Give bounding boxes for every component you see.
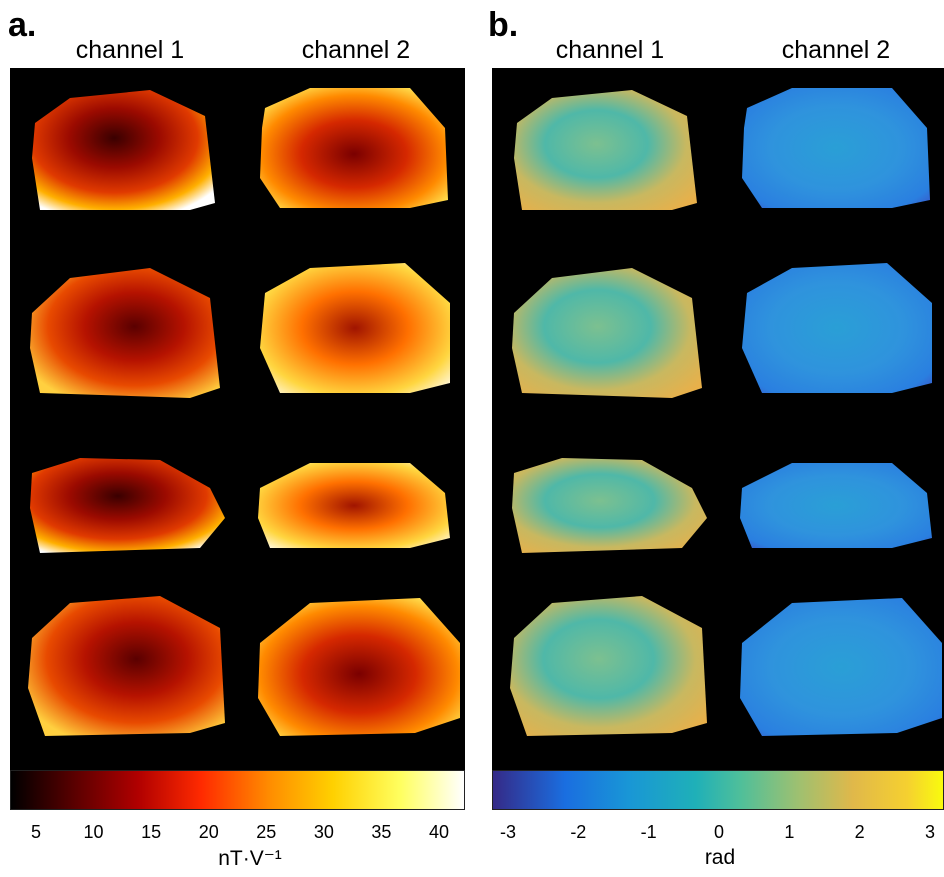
map-b-r1-c2 [742,88,930,208]
map-b-r4-c2 [740,598,942,736]
map-a-r4-c1 [28,596,225,736]
colorbar-b-tick: -3 [499,822,516,842]
colorbar-b-tick: 1 [784,822,795,842]
colorbar-a-tick: 30 [313,822,334,842]
panel-a-channel-1-title: channel 1 [75,36,185,64]
map-a-r2-c2 [260,263,450,393]
map-b-r2-c1 [512,268,702,398]
panel-b-channel-2-title: channel 2 [781,36,891,64]
map-b-r2-c2 [742,263,932,393]
panel-b-map-area [492,68,944,770]
map-a-r2-c1 [30,268,220,398]
panel-a-channel-2-title: channel 2 [301,36,411,64]
colorbar-b-unit: rad [704,846,736,869]
panel-b-maps [510,88,942,736]
colorbar-a-tick: 40 [428,822,450,842]
colorbar-a-tick: 25 [256,822,277,842]
map-b-r4-c1 [510,596,707,736]
panel-b-label: b. [488,6,519,44]
colorbar-b-tick: 3 [924,822,935,842]
colorbar-a [10,770,465,810]
panel-b-channel-1-title: channel 1 [555,36,665,64]
panel-a-label: a. [8,6,37,44]
colorbar-b [492,770,944,810]
map-a-r1-c1 [32,90,215,210]
map-a-r3-c2 [258,463,450,548]
colorbar-b-tick: 2 [854,822,865,842]
colorbar-b-tick: 0 [713,822,724,842]
panel-a-map-area [10,68,465,770]
colorbar-a-unit: nT·V⁻¹ [218,847,282,870]
colorbar-b-tick: -1 [640,822,657,842]
colorbar-a-tick: 15 [141,822,162,842]
colorbar-a-tick: 10 [83,822,104,842]
colorbar-a-tick: 5 [30,822,41,842]
map-b-r1-c1 [514,90,697,210]
colorbar-a-tick: 20 [198,822,219,842]
panel-a-maps [28,88,460,736]
map-a-r4-c2 [258,598,460,736]
map-a-r1-c2 [260,88,448,208]
colorbar-a-tick: 35 [371,822,392,842]
map-a-r3-c1 [30,458,225,553]
map-b-r3-c2 [740,463,932,548]
colorbar-b-tick: -2 [570,822,587,842]
map-b-r3-c1 [512,458,707,553]
